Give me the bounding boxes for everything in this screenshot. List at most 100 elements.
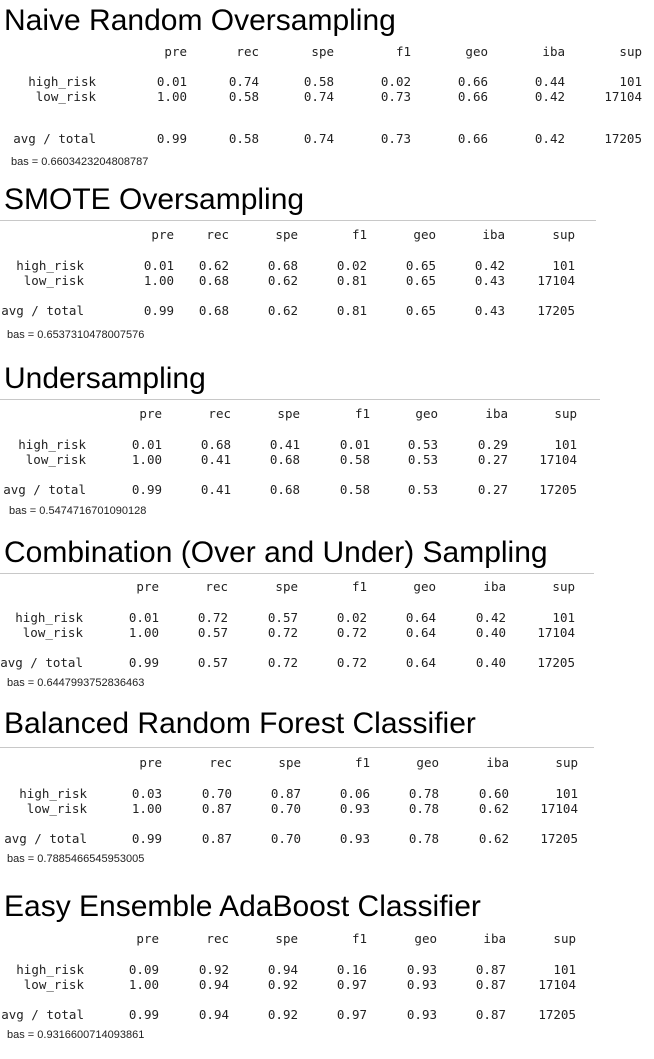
metric-value: 0.58	[228, 89, 259, 104]
metric-value: 0.68	[269, 482, 300, 497]
column-header: f1	[351, 579, 367, 594]
column-header: rec	[236, 44, 259, 59]
metric-value: 0.58	[339, 482, 370, 497]
section-divider	[0, 399, 600, 400]
metric-value: 0.09	[128, 962, 159, 977]
metric-value: 0.97	[336, 977, 367, 992]
metric-value: 0.58	[303, 74, 334, 89]
metric-value: 0.53	[407, 482, 438, 497]
section-title: SMOTE Oversampling	[4, 183, 305, 216]
row-label: high_risk	[28, 74, 96, 89]
metric-value: 0.58	[339, 452, 370, 467]
classification-report: pre rec spe f1 geo iba sup high_risk 0.03 0.70 0.8…	[0, 755, 654, 865]
metric-value: 0.92	[198, 962, 229, 977]
metric-value: 0.41	[200, 482, 231, 497]
row-label: high_risk	[15, 610, 83, 625]
row-label: low_risk	[22, 625, 83, 640]
column-header: pre	[136, 931, 159, 946]
metric-value: 0.72	[197, 610, 228, 625]
metric-value: 0.93	[339, 831, 370, 846]
row-label: avg / total	[4, 831, 87, 846]
metric-value: 0.99	[156, 131, 187, 146]
metric-value: 0.70	[270, 831, 301, 846]
balanced-accuracy-score: bas = 0.7885466545953005	[7, 853, 145, 865]
metric-value: 101	[555, 786, 578, 801]
column-header: pre	[139, 406, 162, 421]
metric-value: 0.68	[198, 273, 229, 288]
metric-value: 0.87	[475, 1007, 506, 1022]
metric-value: 0.42	[534, 131, 565, 146]
row-label: high_risk	[16, 258, 84, 273]
metric-value: 0.44	[534, 74, 565, 89]
metric-value: 0.74	[303, 131, 334, 146]
classification-report: pre rec spe f1 geo iba sup high_risk 0.01 0.68 0.4…	[0, 406, 654, 516]
metric-value: 0.93	[406, 977, 437, 992]
metric-value: 0.97	[336, 1007, 367, 1022]
metric-value: 0.65	[405, 273, 436, 288]
metric-value: 0.74	[303, 89, 334, 104]
row-label: high_risk	[16, 962, 84, 977]
section-title: Balanced Random Forest Classifier	[4, 707, 476, 740]
metric-value: 0.64	[405, 625, 436, 640]
metric-value: 0.62	[267, 273, 298, 288]
metric-value: 0.02	[336, 258, 367, 273]
column-header: sup	[619, 44, 642, 59]
column-header: spe	[311, 44, 334, 59]
row-label: avg / total	[1, 1007, 84, 1022]
column-header: rec	[208, 406, 231, 421]
metric-value: 0.65	[405, 258, 436, 273]
metric-value: 101	[554, 437, 577, 452]
metric-value: 0.01	[143, 258, 174, 273]
row-label: low_risk	[35, 89, 96, 104]
row-label: avg / total	[1, 303, 84, 318]
metric-value: 0.57	[197, 655, 228, 670]
column-header: spe	[275, 227, 298, 242]
row-label: avg / total	[3, 482, 86, 497]
column-header: spe	[275, 931, 298, 946]
metric-value: 0.41	[269, 437, 300, 452]
metric-value: 0.99	[131, 482, 162, 497]
metric-value: 0.53	[407, 452, 438, 467]
metric-value: 17205	[537, 303, 575, 318]
metric-value: 0.68	[200, 437, 231, 452]
metric-value: 0.72	[267, 655, 298, 670]
metric-value: 0.73	[380, 89, 411, 104]
metric-value: 0.81	[336, 303, 367, 318]
metric-value: 0.94	[198, 1007, 229, 1022]
column-header: f1	[354, 406, 370, 421]
column-header: sup	[552, 227, 575, 242]
metric-value: 0.16	[336, 962, 367, 977]
column-header: geo	[413, 579, 436, 594]
metric-value: 0.94	[267, 962, 298, 977]
row-label: high_risk	[18, 437, 86, 452]
column-header: rec	[205, 579, 228, 594]
column-header: geo	[413, 227, 436, 242]
metric-value: 17104	[538, 977, 576, 992]
metric-value: 101	[552, 610, 575, 625]
metric-value: 0.92	[267, 1007, 298, 1022]
metric-value: 0.62	[198, 258, 229, 273]
metric-value: 0.99	[131, 831, 162, 846]
column-header: pre	[139, 755, 162, 770]
metric-value: 0.01	[131, 437, 162, 452]
metric-value: 0.72	[336, 625, 367, 640]
metric-value: 0.60	[478, 786, 509, 801]
row-label: low_risk	[25, 452, 86, 467]
metric-value: 17104	[540, 801, 578, 816]
metric-value: 0.64	[405, 610, 436, 625]
metric-value: 101	[619, 74, 642, 89]
column-header: rec	[206, 931, 229, 946]
column-header: f1	[395, 44, 411, 59]
classification-report: pre rec spe f1 geo iba sup high_risk 0.01 0.72 0.5…	[0, 579, 654, 689]
column-header: geo	[414, 931, 437, 946]
column-header: sup	[553, 931, 576, 946]
metric-value: 0.94	[198, 977, 229, 992]
metric-value: 0.99	[143, 303, 174, 318]
metric-value: 0.42	[475, 610, 506, 625]
metric-value: 0.68	[198, 303, 229, 318]
metric-value: 0.93	[406, 962, 437, 977]
metric-value: 0.42	[474, 258, 505, 273]
column-header: rec	[206, 227, 229, 242]
row-label: low_risk	[26, 801, 87, 816]
column-header: spe	[277, 406, 300, 421]
